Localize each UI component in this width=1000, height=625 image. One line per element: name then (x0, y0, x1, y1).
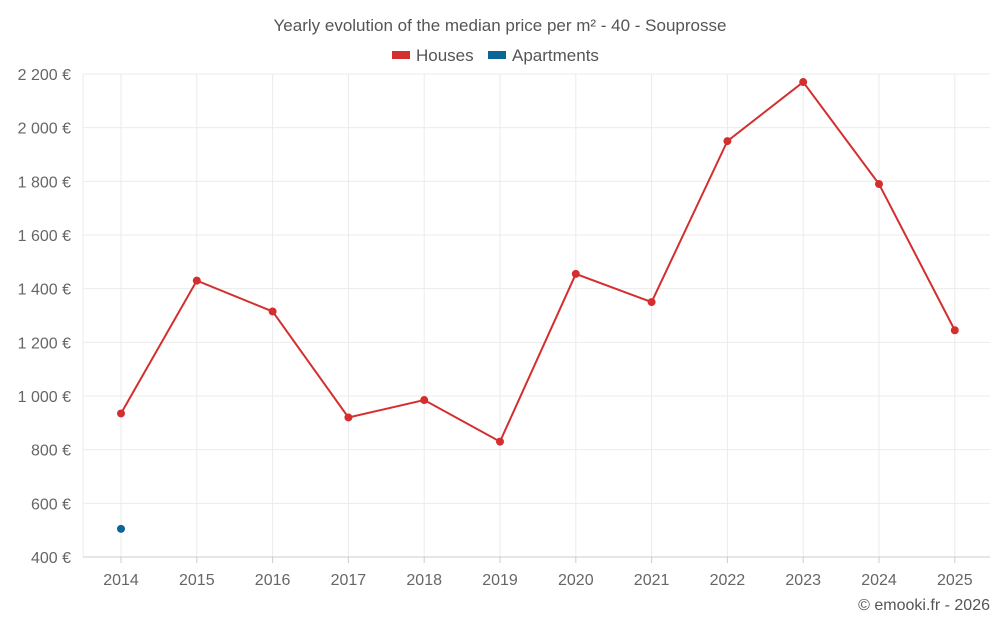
data-point[interactable] (117, 524, 125, 533)
data-point[interactable] (420, 396, 429, 405)
legend-swatch (488, 51, 506, 59)
grid (82, 73, 990, 558)
data-point[interactable] (571, 269, 580, 278)
y-tick-label: 1 800 € (18, 174, 71, 191)
y-tick-label: 2 000 € (18, 121, 71, 138)
series-houses (117, 78, 959, 446)
x-tick-label: 2021 (634, 572, 670, 589)
x-axis: 2014 2015 2016 2017 2018 2019 2020 2021 2022 2023… (83, 556, 990, 589)
y-tick-label: 400 € (31, 550, 71, 567)
legend-label: Houses (416, 46, 474, 65)
series (117, 78, 959, 533)
y-tick-label: 1 400 € (18, 282, 71, 299)
data-point[interactable] (647, 298, 656, 307)
series-line (120, 80, 956, 444)
x-tick-label: 2019 (482, 572, 518, 589)
y-axis: 400 € 600 € 800 € 1 000 € 1 200 € 1 400 € 1 60… (18, 67, 71, 567)
data-point[interactable] (117, 409, 125, 418)
y-tick-label: 1 600 € (18, 228, 71, 245)
data-point[interactable] (496, 437, 504, 446)
x-tick-label: 2018 (406, 572, 442, 589)
legend-item-houses[interactable]: Houses (392, 46, 474, 65)
y-tick-label: 1 200 € (18, 335, 71, 352)
x-tick-label: 2025 (937, 572, 973, 589)
y-tick-label: 800 € (31, 443, 71, 460)
x-tick-label: 2024 (861, 572, 897, 589)
x-tick-label: 2017 (331, 572, 367, 589)
data-point[interactable] (950, 326, 959, 335)
data-point[interactable] (723, 137, 732, 146)
x-tick-label: 2022 (710, 572, 746, 589)
legend-swatch (392, 51, 410, 59)
x-tick-label: 2023 (785, 572, 821, 589)
credit-text: © emooki.fr - 2026 (858, 597, 990, 614)
data-point[interactable] (268, 307, 277, 316)
chart-title: Yearly evolution of the median price per… (274, 16, 727, 35)
data-point[interactable] (875, 180, 883, 189)
y-tick-label: 2 200 € (18, 67, 71, 84)
legend: Houses Apartments (392, 46, 599, 65)
y-tick-label: 600 € (31, 496, 71, 513)
x-tick-label: 2015 (179, 572, 215, 589)
x-tick-label: 2014 (103, 572, 139, 589)
data-point[interactable] (344, 413, 353, 422)
data-point[interactable] (192, 276, 201, 285)
y-tick-label: 1 000 € (18, 389, 71, 406)
x-tick-label: 2020 (558, 572, 594, 589)
series-apartments (117, 524, 125, 533)
data-point[interactable] (799, 78, 808, 87)
legend-item-apartments[interactable]: Apartments (488, 46, 599, 65)
x-tick-label: 2016 (255, 572, 291, 589)
legend-label: Apartments (512, 46, 599, 65)
